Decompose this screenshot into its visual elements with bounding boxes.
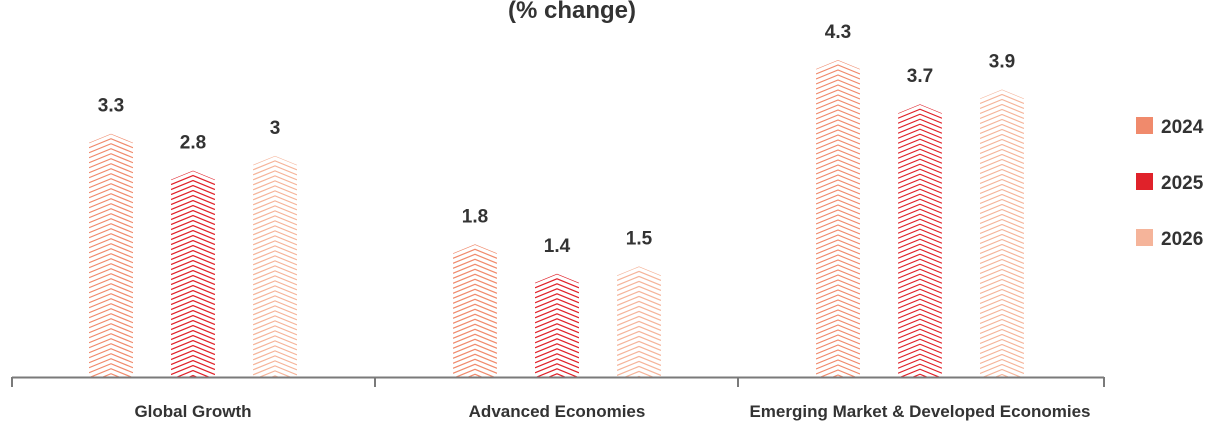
category-label-emerging-market-and-developed-economies: Emerging Market & Developed Economies [749, 402, 1090, 421]
legend-item-2024: 2024 [1136, 117, 1204, 138]
data-label-2025-advanced-economies: 1.4 [544, 236, 571, 257]
data-label-2024-advanced-economies: 1.8 [462, 206, 488, 227]
data-labels-layer: 3.3 1.8 4.3 2.8 1.4 3.7 3 1.5 3.9 [98, 22, 1015, 257]
bar-2026-emerging-market-and-developed-economies [980, 89, 1024, 377]
legend-swatch-2026 [1136, 229, 1153, 246]
bar-2025-emerging-market-and-developed-economies [898, 104, 942, 378]
legend: 2024 2025 2026 [1136, 117, 1204, 250]
category-label-global-growth: Global Growth [134, 402, 251, 421]
legend-swatch-2025 [1136, 173, 1153, 190]
chart-title: (% change) [508, 0, 636, 24]
bar-2026-global-growth [253, 155, 297, 377]
data-label-2025-emerging-market-and-developed-economies: 3.7 [907, 66, 933, 87]
bar-2025-advanced-economies [535, 273, 579, 377]
legend-label-2024: 2024 [1161, 117, 1204, 138]
x-axis: Global Growth Advanced Economies Emerging … [11, 376, 1105, 421]
category-label-advanced-economies: Advanced Economies [469, 402, 646, 421]
data-label-2026-emerging-market-and-developed-economies: 3.9 [989, 51, 1015, 72]
bar-2024-emerging-market-and-developed-economies [816, 60, 860, 377]
legend-item-2025: 2025 [1136, 173, 1204, 194]
data-label-2025-global-growth: 2.8 [180, 133, 206, 154]
bars-layer [89, 60, 1024, 378]
bar-2026-advanced-economies [617, 266, 661, 377]
data-label-2026-advanced-economies: 1.5 [626, 228, 653, 249]
data-label-2024-global-growth: 3.3 [98, 96, 124, 117]
legend-swatch-2024 [1136, 117, 1153, 134]
legend-item-2026: 2026 [1136, 229, 1203, 250]
legend-label-2026: 2026 [1161, 229, 1203, 250]
data-label-2024-emerging-market-and-developed-economies: 4.3 [825, 22, 851, 43]
legend-label-2025: 2025 [1161, 173, 1204, 194]
bar-2024-global-growth [89, 133, 133, 377]
bar-2025-global-growth [171, 170, 215, 377]
bar-2024-advanced-economies [453, 244, 497, 377]
data-label-2026-global-growth: 3 [270, 118, 281, 139]
